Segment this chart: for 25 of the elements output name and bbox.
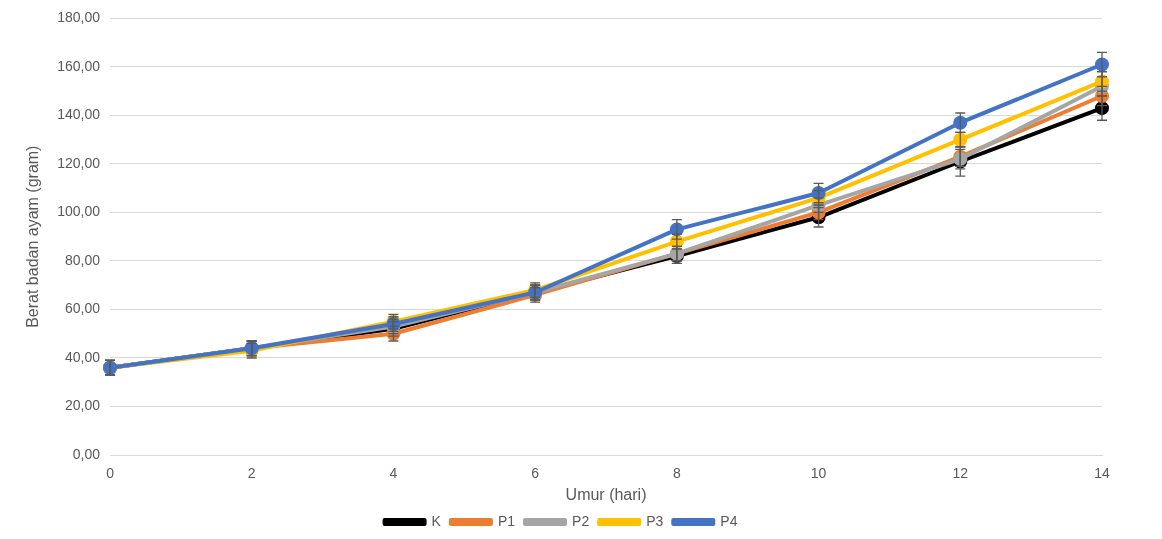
y-axis-title: Berat badan ayam (gram) bbox=[24, 145, 42, 328]
x-tick-label: 8 bbox=[672, 465, 681, 482]
legend-label: P4 bbox=[720, 512, 738, 529]
legend-label: K bbox=[431, 512, 442, 529]
x-tick-label: 2 bbox=[247, 465, 256, 482]
legend-label: P3 bbox=[646, 512, 664, 529]
legend-label: P2 bbox=[572, 512, 590, 529]
y-tick-label: 100,00 bbox=[57, 203, 101, 220]
y-tick-label: 180,00 bbox=[57, 9, 101, 26]
x-axis-title: Umur (hari) bbox=[565, 485, 647, 503]
legend-label: P1 bbox=[497, 512, 516, 529]
x-tick-label: 4 bbox=[389, 465, 398, 482]
y-tick-label: 140,00 bbox=[57, 106, 101, 123]
y-tick-label: 160,00 bbox=[57, 57, 101, 74]
x-tick-label: 12 bbox=[952, 465, 969, 482]
y-tick-label: 80,00 bbox=[64, 251, 101, 268]
y-tick-label: 60,00 bbox=[64, 300, 101, 317]
y-tick-label: 0,00 bbox=[72, 445, 101, 462]
x-tick-label: 0 bbox=[106, 465, 115, 482]
x-tick-label: 10 bbox=[810, 465, 827, 482]
y-tick-label: 20,00 bbox=[64, 397, 101, 414]
x-tick-label: 6 bbox=[531, 465, 540, 482]
y-tick-label: 40,00 bbox=[64, 348, 101, 365]
y-tick-label: 120,00 bbox=[57, 154, 101, 171]
x-tick-label: 14 bbox=[1094, 465, 1110, 482]
